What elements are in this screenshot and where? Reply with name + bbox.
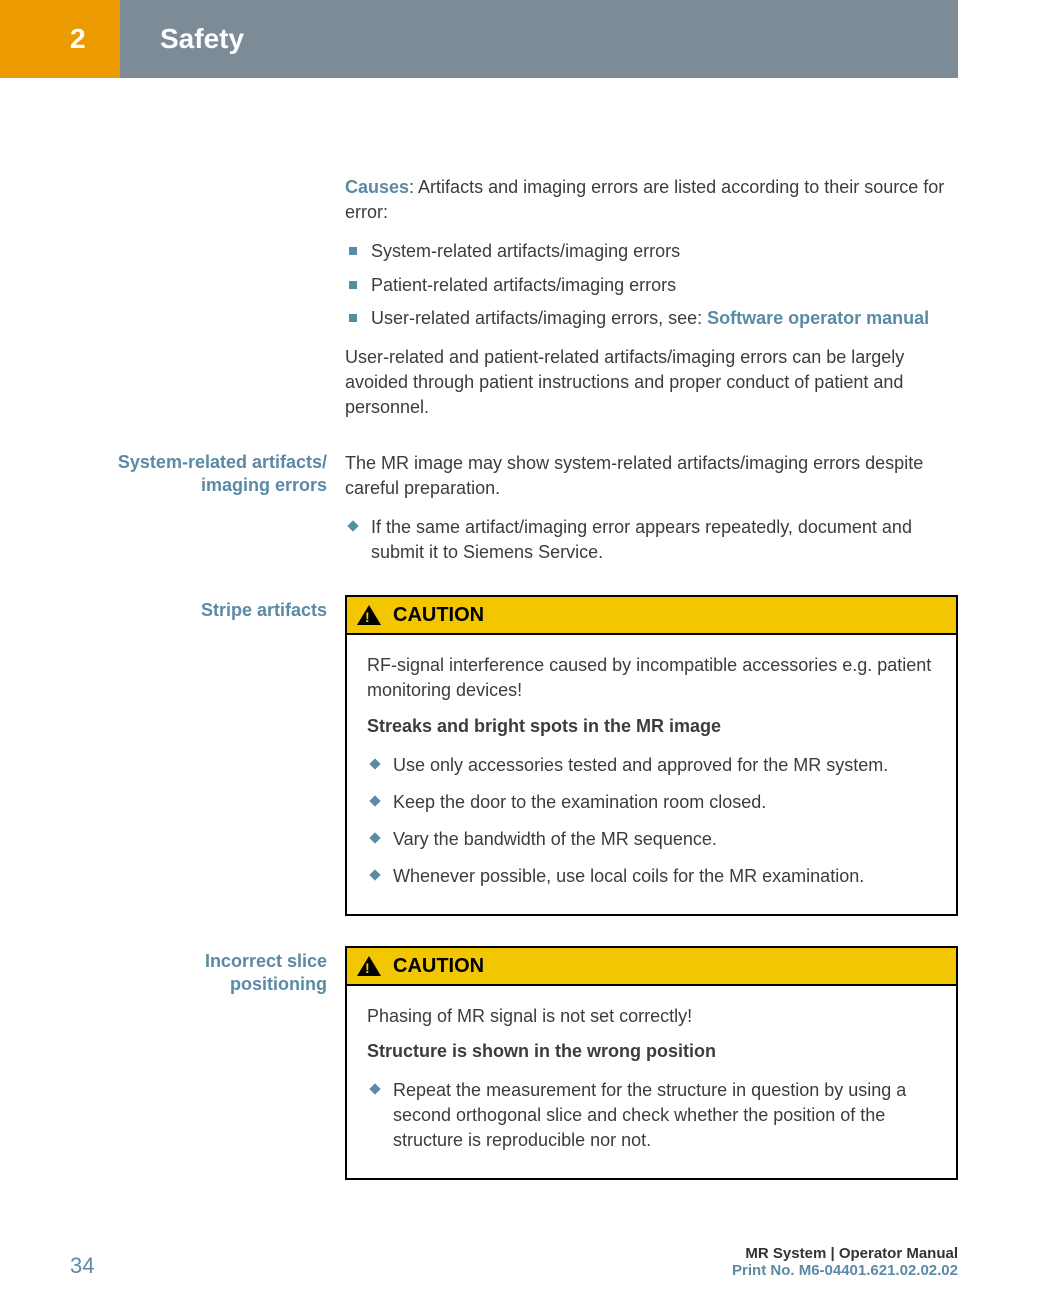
caution-lead-text: Phasing of MR signal is not set correctl… <box>367 1004 936 1029</box>
intro-section: Causes: Artifacts and imaging errors are… <box>345 175 958 421</box>
caution-box-slice: CAUTION Phasing of MR signal is not set … <box>345 946 958 1180</box>
list-item: If the same artifact/imaging error appea… <box>345 515 958 565</box>
margin-label-system: System-related artifacts/ imaging errors <box>110 451 345 498</box>
caution-bold-text: Structure is shown in the wrong position <box>367 1039 936 1064</box>
causes-paragraph: Causes: Artifacts and imaging errors are… <box>345 175 958 225</box>
list-item: Patient-related artifacts/imaging errors <box>345 273 958 298</box>
slice-positioning-section: Incorrect slice positioning CAUTION Phas… <box>345 946 958 1180</box>
margin-label-slice: Incorrect slice positioning <box>110 946 345 997</box>
causes-label: Causes <box>345 177 409 197</box>
chapter-title: Safety <box>120 0 958 78</box>
system-artifacts-section: System-related artifacts/ imaging errors… <box>345 451 958 566</box>
list-item: System-related artifacts/imaging errors <box>345 239 958 264</box>
warning-icon <box>357 605 381 625</box>
list-item-text: User-related artifacts/imaging errors, s… <box>371 308 707 328</box>
list-item: Repeat the measurement for the structure… <box>367 1078 936 1154</box>
causes-text: : Artifacts and imaging errors are liste… <box>345 177 944 222</box>
warning-icon <box>357 956 381 976</box>
manual-title: MR System | Operator Manual <box>732 1245 958 1262</box>
caution-lead-text: RF-signal interference caused by incompa… <box>367 653 936 703</box>
caution-bold-text: Streaks and bright spots in the MR image <box>367 714 936 739</box>
list-item: Vary the bandwidth of the MR sequence. <box>367 827 936 852</box>
caution-box-stripe: CAUTION RF-signal interference caused by… <box>345 595 958 915</box>
margin-label-stripe: Stripe artifacts <box>110 595 345 622</box>
caution-bullet-list: Repeat the measurement for the structure… <box>367 1078 936 1154</box>
caution-title: CAUTION <box>393 952 484 980</box>
caution-title: CAUTION <box>393 601 484 629</box>
system-artifacts-text: The MR image may show system-related art… <box>345 451 958 501</box>
stripe-artifacts-section: Stripe artifacts CAUTION RF-signal inter… <box>345 595 958 915</box>
system-artifacts-list: If the same artifact/imaging error appea… <box>345 515 958 565</box>
chapter-number-tab: 2 <box>0 0 120 78</box>
list-item: Whenever possible, use local coils for t… <box>367 864 936 889</box>
list-item: Use only accessories tested and approved… <box>367 753 936 778</box>
chapter-header: 2 Safety <box>0 0 1063 78</box>
print-number: Print No. M6-04401.621.02.02.02 <box>732 1262 958 1279</box>
caution-bullet-list: Use only accessories tested and approved… <box>367 753 936 890</box>
caution-header: CAUTION <box>347 597 956 635</box>
page-footer: 34 MR System | Operator Manual Print No.… <box>70 1245 958 1279</box>
software-operator-manual-link[interactable]: Software operator manual <box>707 308 929 328</box>
intro-post-text: User-related and patient-related artifac… <box>345 345 958 421</box>
list-item: User-related artifacts/imaging errors, s… <box>345 306 958 331</box>
list-item: Keep the door to the examination room cl… <box>367 790 936 815</box>
caution-header: CAUTION <box>347 948 956 986</box>
page-number: 34 <box>70 1253 94 1279</box>
causes-list: System-related artifacts/imaging errors … <box>345 239 958 331</box>
